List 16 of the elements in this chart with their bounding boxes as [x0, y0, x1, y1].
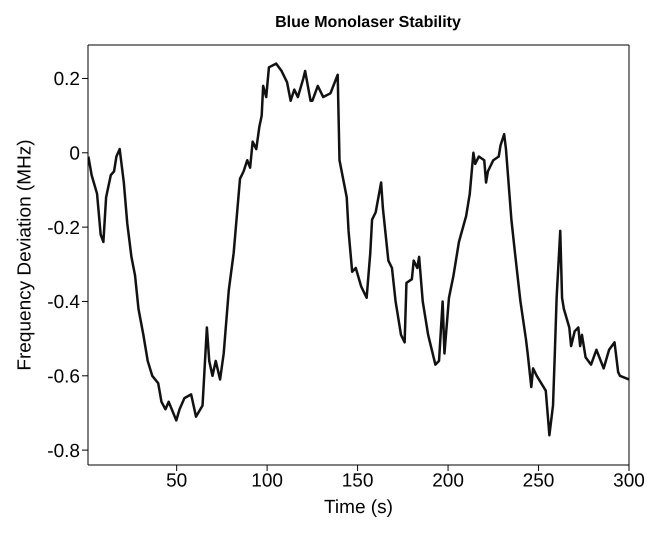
- x-tick-label: 200: [432, 470, 464, 492]
- line-series: [88, 62, 629, 437]
- x-tick-label: 250: [522, 470, 554, 492]
- x-tick-label: 50: [166, 470, 188, 492]
- x-tick-label: 150: [342, 470, 374, 492]
- x-tick-label: 100: [251, 470, 283, 492]
- x-tick-label: 300: [613, 470, 645, 492]
- y-tick-label: 0: [69, 144, 80, 165]
- x-axis-title: Time (s): [324, 497, 393, 518]
- y-tick-label: -0.8: [47, 440, 80, 462]
- y-tick-label: 0.2: [54, 69, 80, 90]
- chart-title: Blue Monolaser Stability: [274, 13, 462, 33]
- y-tick-label: -0.4: [47, 292, 80, 314]
- y-tick-label: -0.2: [47, 218, 80, 239]
- y-tick-label: -0.6: [47, 366, 80, 388]
- y-axis-title: Frequency Deviation (MHz): [14, 139, 36, 371]
